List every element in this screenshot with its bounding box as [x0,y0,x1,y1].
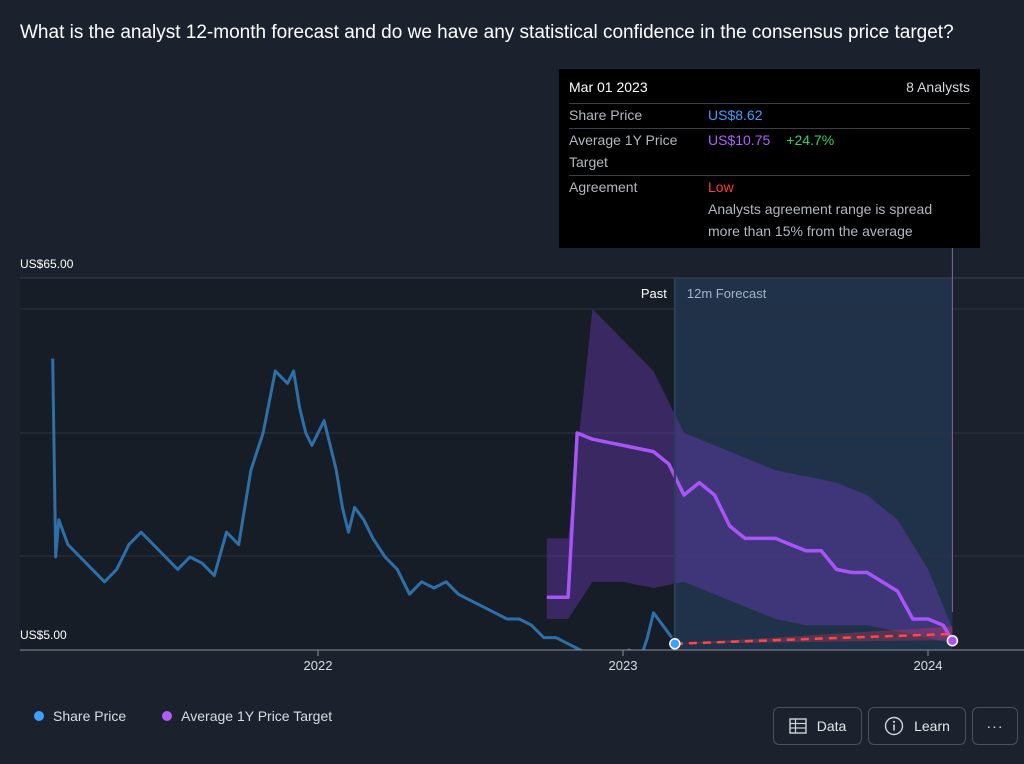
forecast-chart: 2022 2023 2024 US$65.00 US$5.00 Past 12m F… [20,248,1024,673]
forecast-region-label: 12m Forecast [687,286,767,301]
x-tick-label: 2024 [914,658,943,673]
legend-share-price-label: Share Price [53,708,127,724]
share-price-line [51,358,674,650]
past-region-shade [20,278,675,650]
data-button-label: Data [816,718,847,734]
learn-button-label: Learn [914,718,950,734]
more-options-icon: ··· [986,718,1004,734]
tooltip-divider [569,128,970,129]
legend-price-target-label: Average 1Y Price Target [181,708,333,724]
y-tick-bottom: US$5.00 [20,628,67,642]
x-axis-ticks: 2022 2023 2024 [304,650,943,673]
x-tick-label: 2023 [609,658,638,673]
tooltip-panel: Mar 01 2023 8 Analysts Share Price US$8.… [559,69,980,248]
share-price-end-dot[interactable] [669,638,681,650]
y-tick-top: US$65.00 [20,257,74,271]
tooltip-target-change: +24.7% [786,132,835,148]
forecast-region-shade [674,278,953,650]
legend-item-share-price[interactable]: Share Price [34,708,126,724]
tooltip-share-price-label: Share Price [569,107,643,123]
tooltip-agreement-description: Analysts agreement range is spread more … [708,201,933,239]
forecast-price-line [674,632,953,646]
chart-legend: Share Price Average 1Y Price Target [34,708,368,724]
past-region-label: Past [641,286,667,301]
x-tick-label: 2022 [304,658,333,673]
tooltip-divider [569,103,970,104]
more-options-button[interactable]: ··· [972,707,1018,745]
tooltip-target-value: US$10.75 [708,132,771,148]
legend-item-price-target[interactable]: Average 1Y Price Target [162,708,332,724]
tooltip-agreement-value: Low [708,179,734,195]
table-icon [789,718,807,734]
learn-button[interactable]: Learn [868,707,966,745]
tooltip-agreement-label: Agreement [569,179,638,195]
tooltip-date: Mar 01 2023 [569,79,648,95]
data-button[interactable]: Data [773,707,862,745]
tooltip-share-price-value: US$8.62 [708,107,763,123]
price-target-dot-icon [162,711,173,721]
tooltip-target-label: Average 1Y Price Target [569,132,678,170]
price-target-end-dot[interactable] [946,634,959,647]
forecast-price-band [674,626,953,644]
price-target-band [546,309,953,644]
grid-lines [20,277,1024,557]
tooltip-analyst-count: 8 Analysts [906,79,970,95]
info-icon [884,716,904,736]
tooltip-divider [569,175,970,176]
question-title: What is the analyst 12-month forecast an… [20,22,954,43]
price-target-line [546,431,954,642]
share-price-dot-icon [34,711,44,721]
